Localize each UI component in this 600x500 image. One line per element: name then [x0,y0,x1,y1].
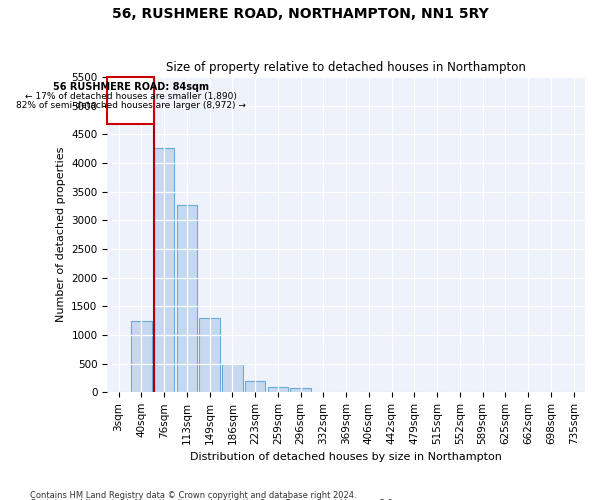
Text: Contains HM Land Registry data © Crown copyright and database right 2024.: Contains HM Land Registry data © Crown c… [30,490,356,500]
Text: 56 RUSHMERE ROAD: 84sqm: 56 RUSHMERE ROAD: 84sqm [53,82,209,92]
Text: 82% of semi-detached houses are larger (8,972) →: 82% of semi-detached houses are larger (… [16,101,245,110]
Y-axis label: Number of detached properties: Number of detached properties [56,147,66,322]
X-axis label: Distribution of detached houses by size in Northampton: Distribution of detached houses by size … [190,452,502,462]
Text: 56, RUSHMERE ROAD, NORTHAMPTON, NN1 5RY: 56, RUSHMERE ROAD, NORTHAMPTON, NN1 5RY [112,8,488,22]
Text: ← 17% of detached houses are smaller (1,890): ← 17% of detached houses are smaller (1,… [25,92,236,101]
Bar [290,388,311,392]
Bar [199,318,220,392]
Bar [154,148,175,392]
Text: Contains public sector information licensed under the Open Government Licence v3: Contains public sector information licen… [30,499,395,500]
Title: Size of property relative to detached houses in Northampton: Size of property relative to detached ho… [166,62,526,74]
Bar [131,320,152,392]
Bar [245,381,265,392]
Bar [107,77,154,124]
Bar [176,205,197,392]
Bar [268,386,288,392]
Bar [222,364,242,392]
